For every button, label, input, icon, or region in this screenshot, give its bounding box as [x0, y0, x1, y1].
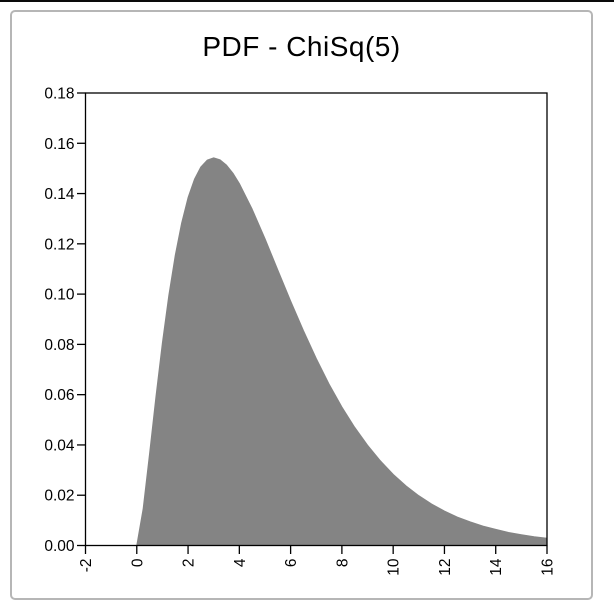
y-tick-label: 0.12: [44, 236, 74, 253]
y-tick-label: 0.18: [44, 86, 74, 103]
y-tick-label: 0.00: [44, 538, 75, 555]
x-tick-label: 0: [129, 558, 146, 567]
y-tick-label: 0.02: [44, 488, 74, 505]
x-tick-label: 16: [540, 559, 557, 576]
chart-title: PDF - ChiSq(5): [202, 31, 401, 62]
x-tick-label: 6: [283, 559, 300, 568]
x-tick-label: 2: [181, 559, 198, 568]
y-tick-label: 0.14: [44, 186, 75, 203]
x-tick-label: 8: [334, 559, 351, 568]
window-top-divider: [0, 0, 614, 2]
x-tick-label: 4: [232, 558, 249, 567]
x-tick-label: 10: [386, 558, 403, 576]
y-tick-label: 0.10: [44, 287, 75, 304]
y-tick-label: 0.06: [44, 387, 74, 404]
y-tick-label: 0.08: [44, 337, 74, 354]
pdf-density-area: [136, 157, 548, 546]
y-tick-label: 0.16: [44, 136, 74, 153]
plot-border: [84, 92, 548, 547]
x-tick-label: 12: [437, 559, 454, 576]
plot-area: 0.00 0.02 0.04 0.06 0.08 0.10 0.12 0.14 0.16 0.18…: [44, 86, 557, 576]
y-tick-label: 0.04: [44, 437, 75, 454]
x-tick-label: -2: [78, 559, 95, 573]
x-tick-label: 14: [488, 558, 505, 576]
